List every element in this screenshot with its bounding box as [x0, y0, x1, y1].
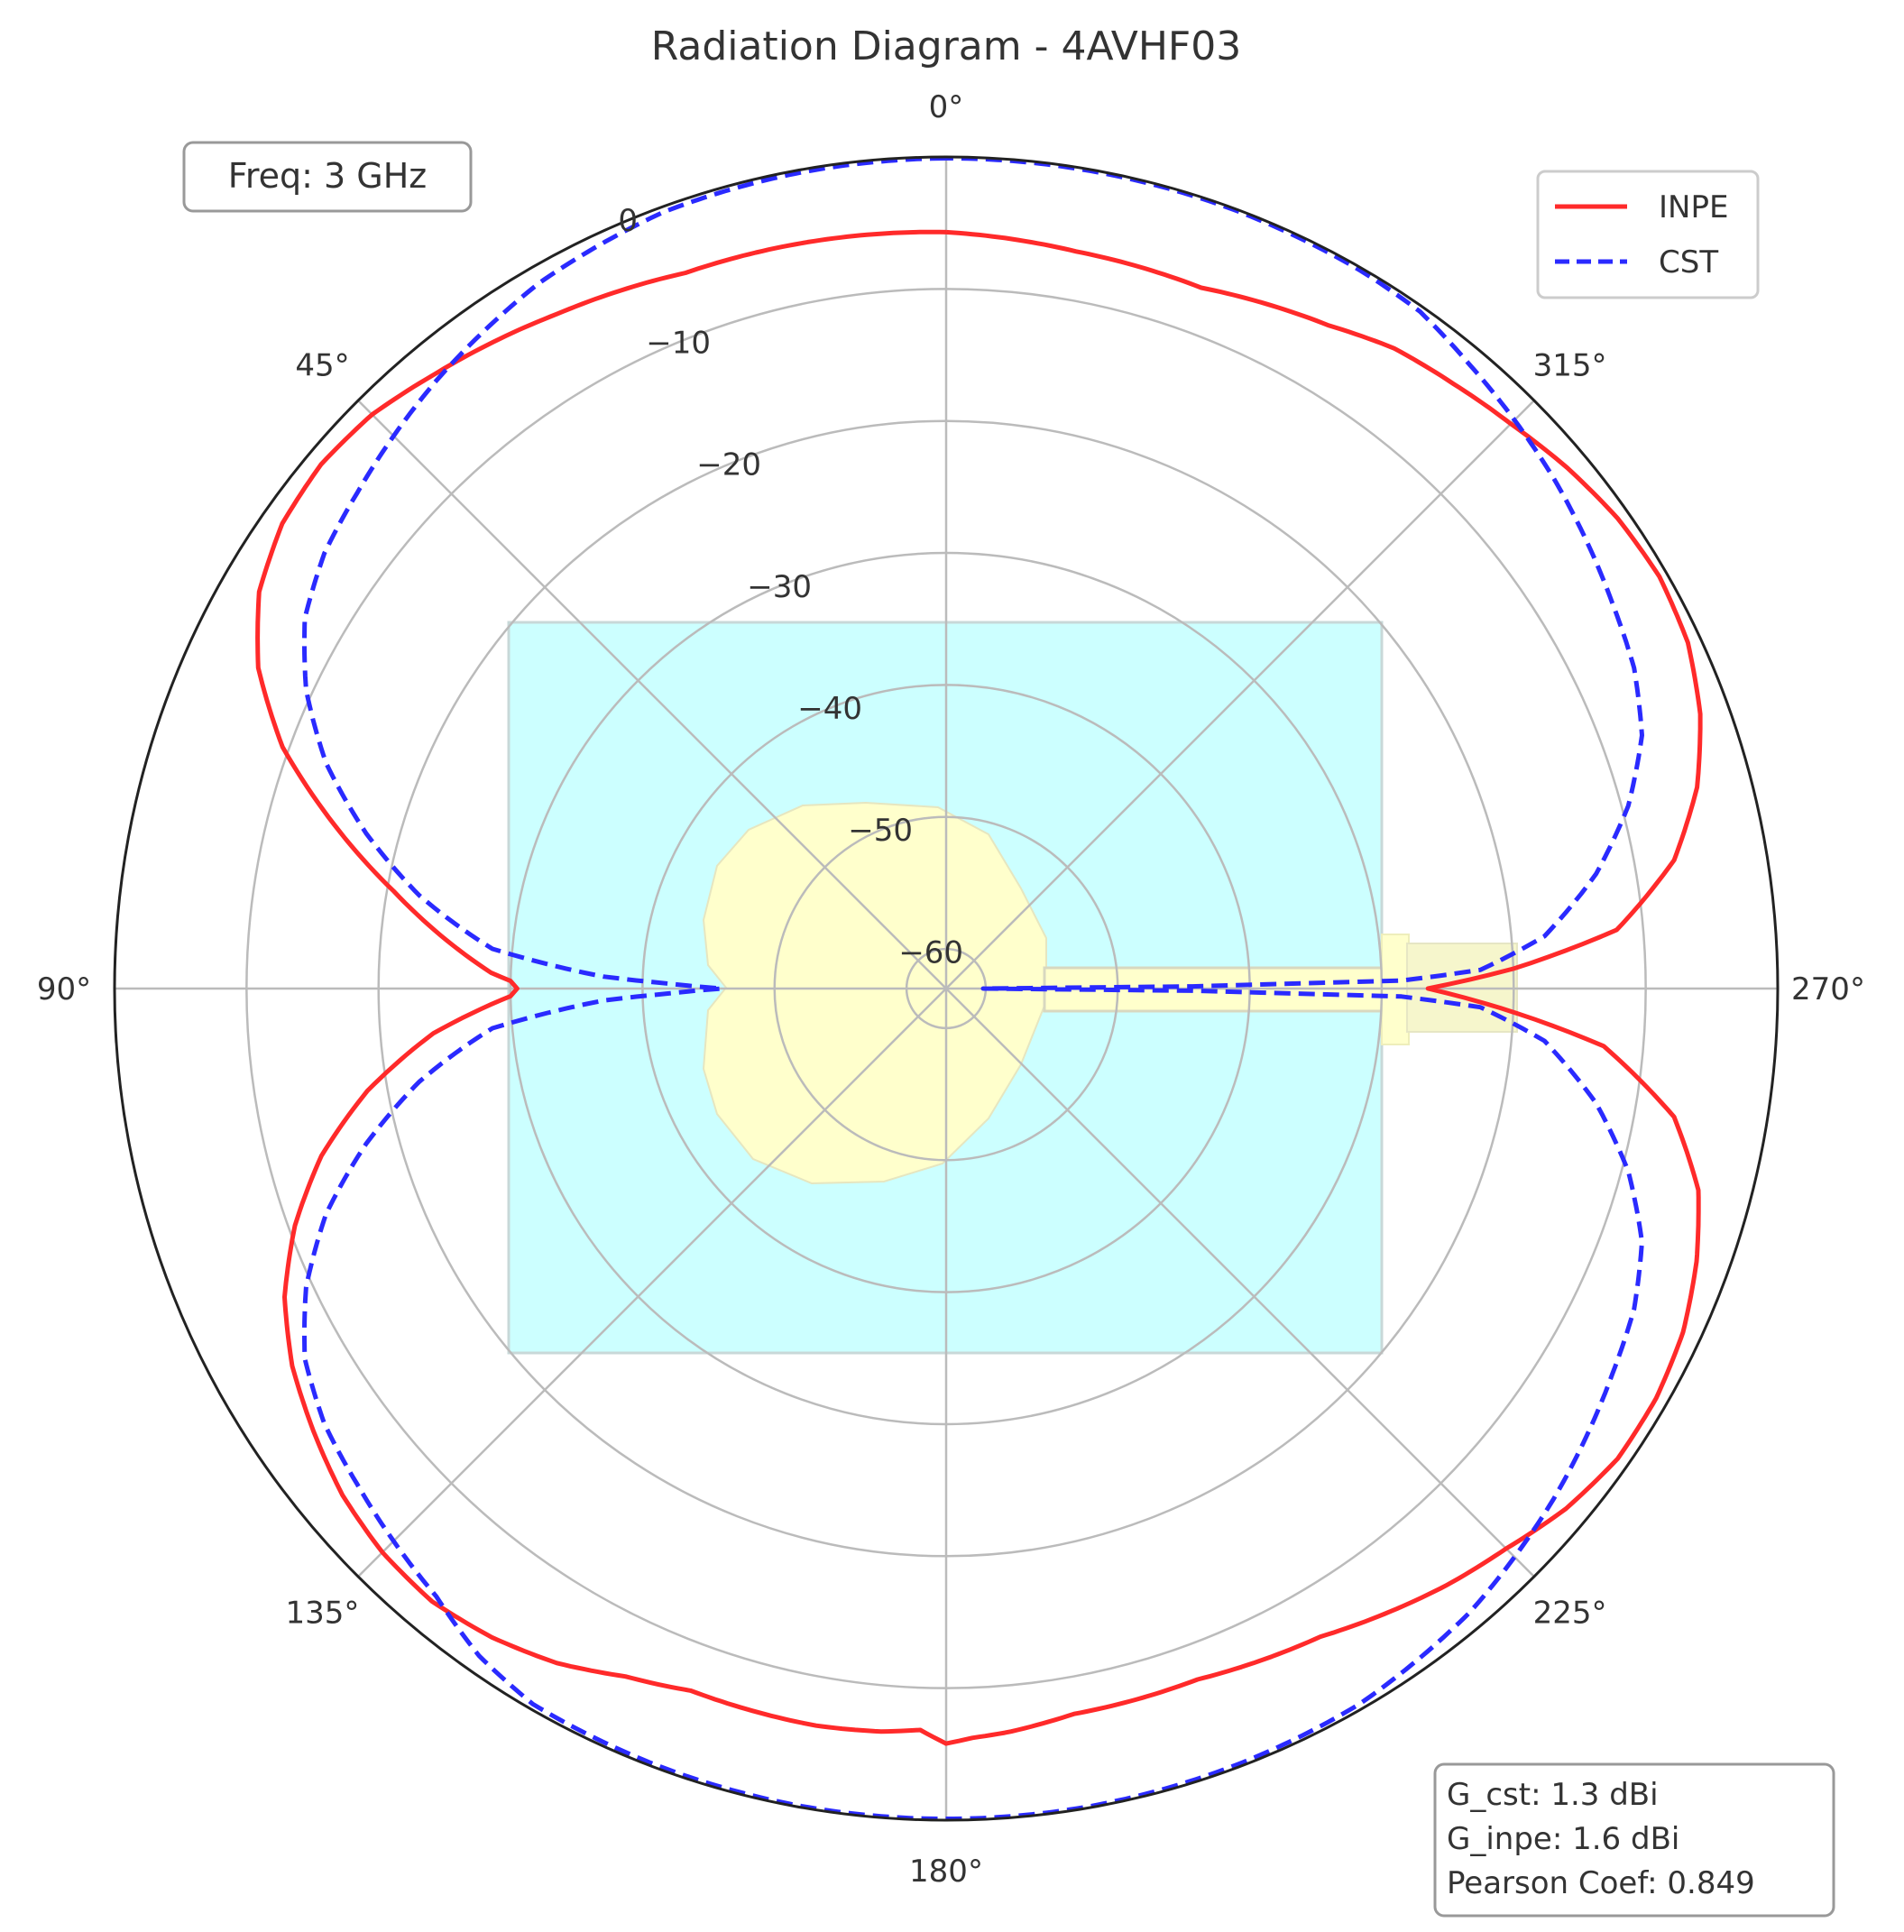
radial-tick-labels: 0 −10 −20 −30 −40 −50 −60: [618, 203, 963, 971]
angle-label-315: 315°: [1533, 347, 1607, 383]
radial-label-60: −60: [898, 934, 963, 971]
grid-spoke-135: [357, 988, 947, 1578]
polar-grid: [115, 157, 1778, 1820]
grid-spoke-45: [357, 400, 947, 989]
angle-label-135: 135°: [285, 1596, 359, 1632]
polar-frame: [113, 155, 1780, 1822]
grid-spoke-315: [945, 400, 1535, 989]
series-line-inpe: [255, 229, 1703, 1746]
angle-label-270: 270°: [1791, 971, 1865, 1007]
stat-g-cst: G_cst: 1.3 dBi: [1447, 1777, 1659, 1813]
radial-label-0: 0: [618, 203, 638, 239]
legend-box: [1536, 170, 1760, 299]
frequency-label: Freq: 3 GHz: [228, 156, 428, 196]
stat-g-inpe: G_inpe: 1.6 dBi: [1447, 1821, 1679, 1857]
angle-label-225: 225°: [1533, 1596, 1607, 1632]
radial-label-10: −10: [646, 325, 711, 361]
radial-label-40: −40: [797, 691, 862, 727]
statistics-box: G_cst: 1.3 dBi G_inpe: 1.6 dBi Pearson C…: [1433, 1762, 1835, 1918]
chart-title: Radiation Diagram - 4AVHF03: [651, 23, 1241, 69]
angle-label-90: 90°: [37, 971, 91, 1007]
angle-label-45: 45°: [295, 347, 349, 383]
legend: INPE CST: [1536, 170, 1760, 299]
radial-label-30: −30: [747, 569, 812, 605]
antenna-radiator-patch: [702, 801, 1047, 1185]
angle-label-0: 0°: [929, 89, 964, 125]
statistics-frame: [1433, 1762, 1835, 1918]
angle-tick-labels: 0° 45° 90° 135° 180° 225° 270° 315°: [37, 89, 1865, 1890]
radial-label-50: −50: [848, 813, 913, 849]
frequency-annotation: Freq: 3 GHz: [182, 141, 473, 213]
radial-label-20: −20: [696, 447, 761, 483]
stat-pearson: Pearson Coef: 0.849: [1447, 1865, 1755, 1901]
legend-label-cst: CST: [1659, 244, 1718, 281]
legend-label-inpe: INPE: [1659, 189, 1728, 225]
frequency-box: [182, 141, 473, 213]
angle-label-180: 180°: [909, 1854, 983, 1890]
grid-spoke-225: [945, 988, 1535, 1578]
